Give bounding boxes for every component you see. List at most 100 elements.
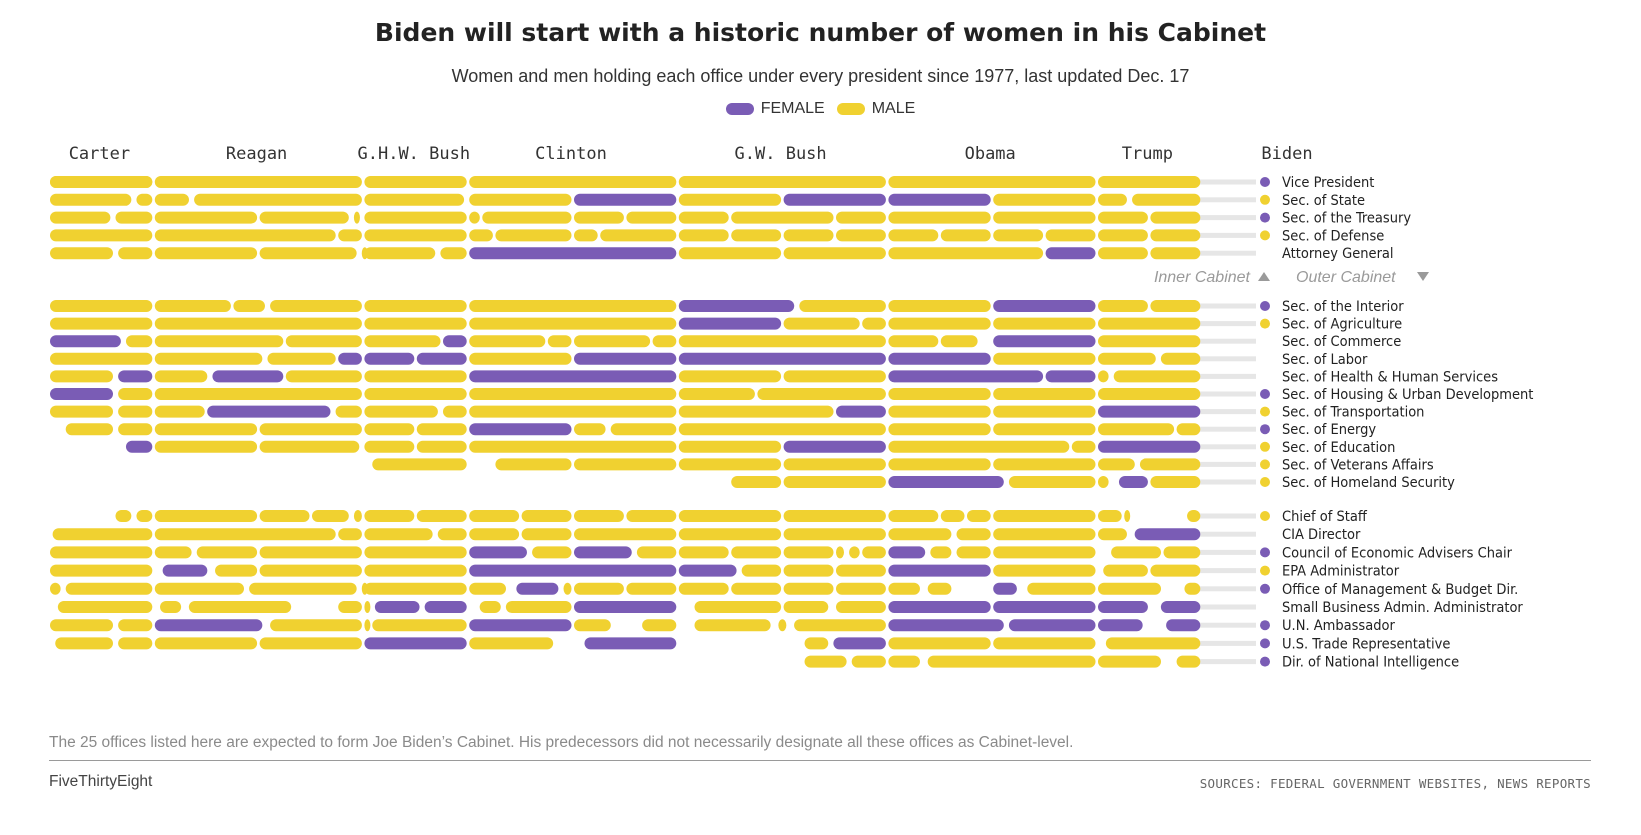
female-tenure-bar bbox=[162, 564, 208, 577]
male-tenure-bar bbox=[372, 458, 467, 471]
male-tenure-bar bbox=[993, 352, 1096, 365]
male-tenure-bar bbox=[626, 211, 677, 224]
male-tenure-bar bbox=[794, 619, 886, 632]
male-tenure-bar bbox=[50, 352, 153, 365]
female-tenure-bar bbox=[993, 335, 1096, 348]
female-tenure-bar bbox=[469, 564, 677, 577]
male-tenure-bar bbox=[136, 510, 153, 522]
legend: FEMALE MALE bbox=[0, 100, 1641, 118]
male-tenure-bar bbox=[338, 528, 362, 541]
male-tenure-bar bbox=[57, 601, 153, 613]
female-tenure-bar bbox=[125, 440, 153, 453]
male-tenure-bar bbox=[364, 528, 433, 541]
male-tenure-bar bbox=[118, 619, 153, 632]
chart-subtitle: Women and men holding each office under … bbox=[451, 66, 1190, 86]
row-track bbox=[1195, 356, 1256, 362]
male-tenure-bar bbox=[678, 335, 886, 348]
female-tenure-bar bbox=[574, 352, 677, 365]
male-tenure-bar bbox=[731, 229, 782, 242]
male-tenure-bar bbox=[160, 601, 182, 613]
male-tenure-bar bbox=[940, 229, 991, 242]
male-tenure-bar bbox=[1098, 458, 1135, 471]
male-tenure-bar bbox=[783, 370, 886, 383]
biden-nominee-dot bbox=[1260, 565, 1270, 576]
male-tenure-bar bbox=[479, 601, 501, 613]
male-tenure-bar bbox=[440, 247, 467, 260]
male-tenure-bar bbox=[678, 528, 782, 541]
male-tenure-bar bbox=[364, 582, 467, 595]
male-tenure-bar bbox=[804, 655, 847, 668]
male-tenure-bar bbox=[482, 211, 572, 224]
male-tenure-bar bbox=[65, 582, 153, 595]
outer-cabinet-label: Outer Cabinet bbox=[1296, 269, 1396, 286]
female-tenure-bar bbox=[888, 619, 1004, 632]
brand-logo-text: FiveThirtyEight bbox=[49, 773, 153, 790]
male-tenure-bar bbox=[154, 528, 336, 541]
female-tenure-bar bbox=[469, 247, 677, 260]
female-tenure-bar bbox=[993, 300, 1096, 312]
footer-divider bbox=[49, 760, 1591, 761]
male-tenure-bar bbox=[642, 619, 677, 632]
male-tenure-bar bbox=[1008, 476, 1096, 488]
biden-nominee-dot bbox=[1260, 441, 1270, 452]
male-tenure-bar bbox=[600, 229, 677, 242]
row-track bbox=[1195, 391, 1256, 397]
male-tenure-bar bbox=[469, 229, 493, 242]
female-tenure-bar bbox=[1160, 601, 1201, 613]
male-tenure-bar bbox=[1098, 176, 1201, 188]
male-tenure-bar bbox=[364, 405, 438, 418]
male-tenure-bar bbox=[783, 247, 886, 260]
male-tenure-bar bbox=[364, 211, 467, 224]
female-tenure-bar bbox=[678, 352, 886, 365]
male-tenure-bar bbox=[1098, 423, 1175, 436]
office-label: Sec. of Defense bbox=[1282, 228, 1384, 244]
male-tenure-bar bbox=[731, 211, 834, 224]
male-tenure-bar bbox=[678, 388, 755, 400]
male-tenure-bar bbox=[495, 458, 572, 471]
row-track bbox=[1195, 622, 1256, 628]
male-tenure-bar bbox=[469, 335, 546, 348]
male-tenure-bar bbox=[678, 211, 729, 224]
male-tenure-bar bbox=[574, 229, 598, 242]
male-tenure-bar bbox=[364, 193, 465, 206]
male-tenure-bar bbox=[125, 335, 153, 348]
male-tenure-bar bbox=[259, 440, 360, 453]
male-tenure-bar bbox=[888, 335, 939, 348]
male-tenure-bar bbox=[1132, 193, 1201, 206]
male-tenure-bar bbox=[437, 528, 467, 541]
male-tenure-bar bbox=[154, 423, 258, 436]
office-label: Sec. of the Treasury bbox=[1282, 211, 1411, 227]
female-tenure-bar bbox=[1098, 619, 1143, 632]
male-tenure-bar bbox=[783, 229, 834, 242]
female-tenure-bar bbox=[888, 546, 926, 559]
biden-nominee-dot bbox=[1260, 230, 1270, 241]
male-tenure-bar bbox=[956, 546, 991, 559]
office-label: Sec. of Labor bbox=[1282, 352, 1368, 368]
row-track bbox=[1195, 303, 1256, 309]
male-tenure-bar bbox=[270, 300, 362, 312]
biden-nominee-dot bbox=[1260, 459, 1270, 470]
male-tenure-bar bbox=[532, 546, 572, 559]
male-tenure-bar bbox=[364, 229, 467, 242]
male-tenure-bar bbox=[678, 440, 782, 453]
male-tenure-bar bbox=[469, 176, 677, 188]
male-tenure-bar bbox=[1150, 229, 1201, 242]
male-tenure-bar bbox=[1098, 335, 1201, 348]
male-tenure-bar bbox=[259, 247, 357, 260]
male-tenure-bar bbox=[50, 405, 113, 418]
male-tenure-bar bbox=[154, 370, 208, 383]
male-tenure-bar bbox=[678, 405, 834, 418]
male-tenure-bar bbox=[993, 388, 1096, 400]
male-tenure-bar bbox=[495, 229, 572, 242]
male-tenure-bar bbox=[50, 211, 111, 224]
male-tenure-bar bbox=[50, 582, 61, 595]
biden-nominee-dot bbox=[1260, 477, 1270, 487]
row-track bbox=[1195, 604, 1256, 610]
male-tenure-bar bbox=[1160, 352, 1201, 365]
male-tenure-bar bbox=[118, 405, 153, 418]
male-tenure-bar bbox=[154, 405, 205, 418]
male-tenure-bar bbox=[574, 423, 606, 436]
male-tenure-bar bbox=[154, 247, 258, 260]
male-tenure-bar bbox=[521, 528, 572, 541]
male-tenure-bar bbox=[993, 211, 1096, 224]
